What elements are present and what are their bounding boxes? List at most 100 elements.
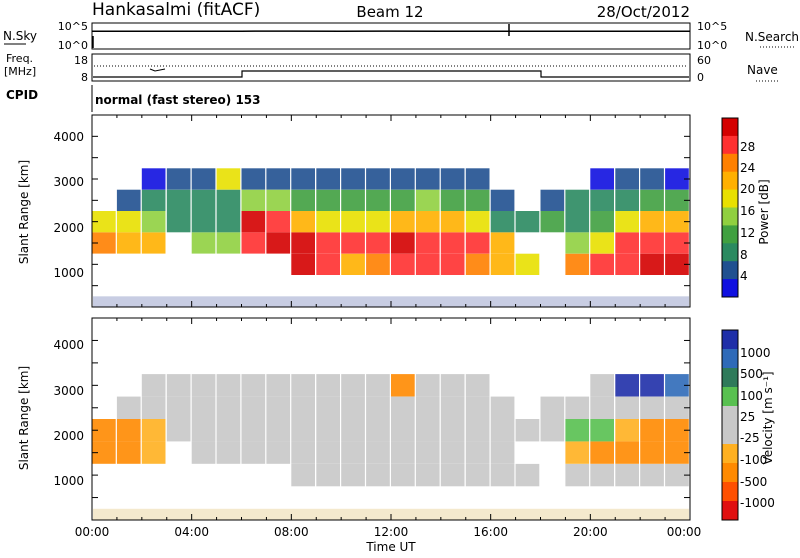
nsearch-label: N.Search: [745, 30, 799, 44]
velocity-cell: [291, 397, 315, 419]
nave-tick-bottom: 0: [697, 71, 704, 84]
velocity-cell: [142, 441, 166, 463]
velocity-cell: [242, 374, 266, 396]
power-cell: [441, 211, 465, 232]
velocity-cell: [266, 419, 290, 441]
colorbar-segment: [722, 463, 738, 483]
power-cell: [640, 211, 664, 232]
date-title: 28/Oct/2012: [597, 3, 690, 21]
power-cell: [117, 190, 141, 211]
x-tick-0800: 08:00: [274, 525, 309, 539]
velocity-cell: [416, 419, 440, 441]
velocity-colorbar: [722, 330, 738, 521]
power-cell: [565, 232, 589, 253]
x-tick-1200: 12:00: [374, 525, 409, 539]
power-cell: [541, 211, 565, 232]
colorbar-segment: [722, 406, 738, 426]
power-cell: [615, 168, 639, 189]
vel-scale-tick-25: 25: [740, 410, 755, 424]
velocity-cell: [316, 464, 340, 486]
velocity-cell: [291, 441, 315, 463]
velocity-cell: [466, 441, 490, 463]
power-cell: [266, 168, 290, 189]
colorbar-segment: [722, 190, 738, 208]
power-cell: [615, 232, 639, 253]
velocity-cell: [391, 419, 415, 441]
power-cell: [167, 190, 191, 211]
velocity-cell: [242, 441, 266, 463]
x-tick-0000: 00:00: [75, 525, 110, 539]
colorbar-segment: [722, 118, 738, 136]
velocity-cell: [117, 397, 141, 419]
velocity-cell: [466, 464, 490, 486]
colorbar-segment: [722, 349, 738, 369]
power-scale-tick-28: 28: [740, 140, 755, 154]
velocity-cell: [291, 419, 315, 441]
power-y-axis-label: Slant Range [km]: [17, 160, 31, 264]
velocity-cell: [416, 441, 440, 463]
power-scale-tick-4: 4: [740, 269, 748, 283]
velocity-cell: [640, 397, 664, 419]
colorbar-segment: [722, 261, 738, 279]
power-cell: [266, 190, 290, 211]
power-scale-tick-24: 24: [740, 161, 755, 175]
power-cell: [142, 232, 166, 253]
colorbar-segment: [722, 501, 738, 521]
velocity-cell: [615, 441, 639, 463]
velocity-cell: [167, 374, 191, 396]
x-tick-1600: 16:00: [473, 525, 508, 539]
freq-label-2: [MHz]: [4, 65, 36, 78]
colorbar-segment: [722, 243, 738, 261]
colorbar-segment: [722, 208, 738, 226]
velocity-cell: [441, 419, 465, 441]
x-tick-2400: 00:00: [667, 525, 702, 539]
station-title: Hankasalmi (fitACF): [92, 0, 260, 20]
nsearch-tick-bottom: 10^0: [697, 39, 727, 52]
power-scale-tick-12: 12: [740, 226, 755, 240]
nsky-label: N.Sky: [3, 29, 37, 43]
velocity-cell: [541, 419, 565, 441]
power-scatter-data: [92, 168, 689, 307]
freq-label-1: Freq.: [6, 52, 33, 65]
power-scale-tick-8: 8: [740, 248, 748, 262]
velocity-cell: [466, 419, 490, 441]
power-cell: [391, 232, 415, 253]
velocity-cell: [466, 374, 490, 396]
colorbar-segment: [722, 225, 738, 243]
power-cell: [217, 211, 241, 232]
velocity-cell: [516, 464, 540, 486]
power-cell: [491, 211, 515, 232]
velocity-cell: [217, 397, 241, 419]
nave-tick-top: 60: [697, 54, 711, 67]
velocity-cell: [491, 419, 515, 441]
power-cell: [142, 211, 166, 232]
vel-scale-tick-neg25: -25: [740, 431, 760, 445]
power-cell: [466, 168, 490, 189]
velocity-cell: [192, 441, 216, 463]
power-cell: [316, 190, 340, 211]
velocity-cell: [590, 419, 614, 441]
velocity-cell: [640, 419, 664, 441]
velocity-cell: [366, 374, 390, 396]
power-cell: [291, 190, 315, 211]
power-cell: [391, 190, 415, 211]
power-cell: [416, 190, 440, 211]
vel-scale-tick-neg1000: -1000: [740, 496, 775, 510]
power-cell: [316, 232, 340, 253]
velocity-cell: [217, 419, 241, 441]
nsky-panel: [92, 23, 690, 49]
power-cell: [640, 168, 664, 189]
power-cell: [491, 190, 515, 211]
velocity-cell: [516, 419, 540, 441]
velocity-cell: [366, 419, 390, 441]
power-colorbar: [722, 118, 738, 298]
power-cell: [466, 254, 490, 275]
power-cell: [316, 254, 340, 275]
power-cell: [541, 190, 565, 211]
x-tick-0400: 04:00: [174, 525, 209, 539]
power-cell: [590, 254, 614, 275]
x-axis-label: Time UT: [365, 540, 416, 554]
power-cell: [316, 168, 340, 189]
velocity-cell: [590, 464, 614, 486]
